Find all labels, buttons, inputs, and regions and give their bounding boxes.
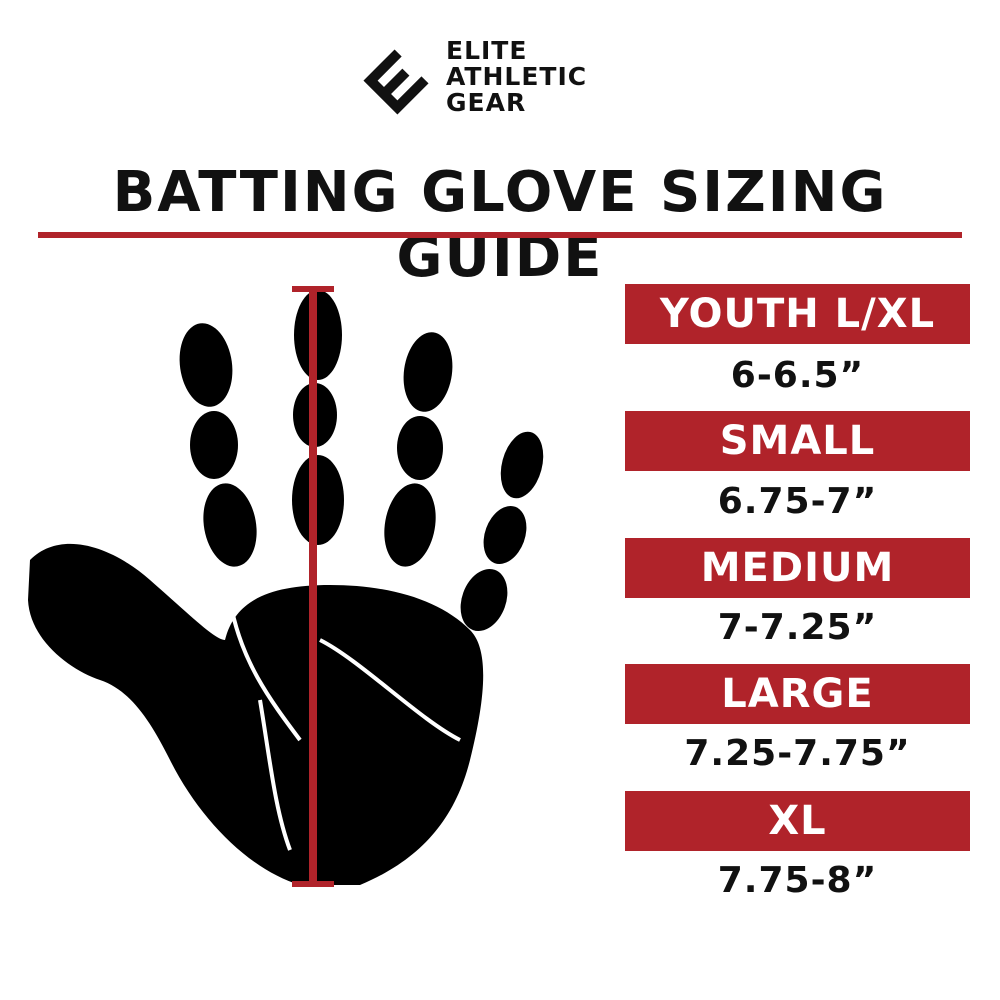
size-range-youth: 6-6.5”: [730, 355, 865, 396]
size-range-medium: 7-7.25”: [717, 607, 878, 648]
logo-text: ELITE ATHLETIC GEAR: [446, 38, 587, 116]
size-label-medium: MEDIUM: [625, 538, 970, 598]
size-label-small: SMALL: [625, 411, 970, 471]
logo-line-1: ELITE: [446, 36, 528, 65]
logo-line-2: ATHLETIC: [446, 62, 588, 91]
logo-e-icon: [363, 49, 429, 115]
size-range-large: 7.25-7.75”: [684, 733, 911, 774]
hand-illustration: [28, 290, 544, 885]
title-underline: [38, 232, 962, 238]
size-range-small: 6.75-7”: [717, 481, 878, 522]
size-label-xl: XL: [625, 791, 970, 851]
size-label-large: LARGE: [625, 664, 970, 724]
brand-logo: ELITE ATHLETIC GEAR: [356, 38, 656, 123]
size-range-xl: 7.75-8”: [717, 860, 878, 901]
size-label-youth: YOUTH L/XL: [625, 284, 970, 344]
logo-line-3: GEAR: [446, 88, 527, 117]
